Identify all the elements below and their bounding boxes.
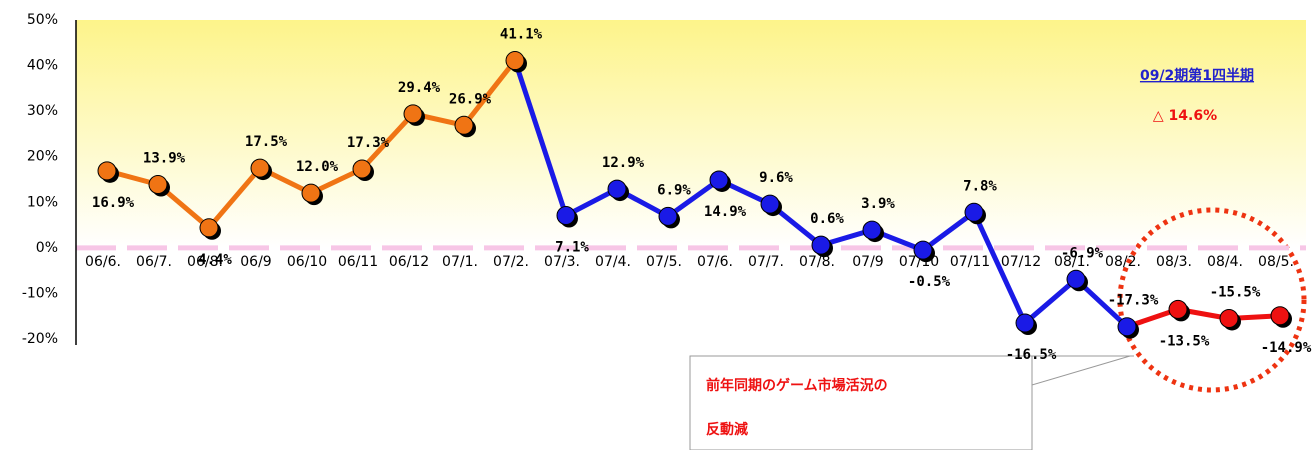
x-tick-label: 07/5. — [646, 254, 682, 270]
x-tick-label: 06/7. — [136, 254, 172, 270]
marker — [658, 206, 678, 226]
value-label: 0.6% — [810, 211, 844, 227]
y-tick-label: 40% — [27, 58, 58, 74]
x-tick-label: 07/7. — [748, 254, 784, 270]
marker — [913, 240, 933, 260]
marker — [964, 202, 984, 222]
y-tick-label: 30% — [27, 103, 58, 119]
x-tick-label: 07/9 — [852, 254, 883, 270]
value-label: 26.9% — [449, 91, 492, 107]
y-tick-label: -20% — [22, 331, 58, 347]
y-tick-label: -10% — [22, 285, 58, 301]
value-label: 3.9% — [861, 196, 895, 212]
value-label: 7.1% — [555, 240, 589, 256]
x-tick-label: 06/9 — [240, 254, 271, 270]
x-tick-label: 08/5. — [1258, 254, 1294, 270]
value-label: 41.1% — [500, 27, 543, 43]
change-label: △ 14.6% — [1153, 108, 1217, 124]
line-segment — [207, 166, 262, 230]
y-tick-label: 0% — [36, 240, 58, 256]
x-tick-label: 07/1. — [442, 254, 478, 270]
marker — [199, 218, 219, 238]
period-label: 09/2期第1四半期 — [1140, 67, 1254, 84]
marker — [97, 161, 117, 181]
x-tick-label: 07/4. — [595, 254, 631, 270]
callout-text: 反動減 — [706, 421, 748, 438]
x-tick-label: 07/8. — [799, 254, 835, 270]
marker — [403, 104, 423, 124]
x-tick-label: 07/12 — [1001, 254, 1041, 270]
marker — [1015, 313, 1035, 333]
value-label: 7.8% — [963, 178, 997, 194]
x-tick-label: 06/11 — [338, 254, 378, 270]
x-tick-label: 06/6. — [85, 254, 121, 270]
marker — [1117, 317, 1137, 337]
value-label: 16.9% — [92, 195, 135, 211]
x-tick-label: 06/10 — [287, 254, 327, 270]
value-label: 12.0% — [296, 159, 339, 175]
y-tick-label: 10% — [27, 194, 58, 210]
x-tick-label: 07/2. — [493, 254, 529, 270]
value-label: 14.9% — [704, 204, 747, 220]
marker — [301, 183, 321, 203]
value-label: -0.5% — [908, 274, 951, 290]
marker — [1270, 306, 1290, 326]
value-label: 29.4% — [398, 80, 441, 96]
marker — [250, 158, 270, 178]
line-segment — [462, 59, 517, 127]
value-label: -13.5% — [1159, 333, 1210, 349]
value-label: 12.9% — [602, 155, 645, 171]
value-label: -17.3% — [1108, 293, 1159, 309]
x-tick-label: 06/12 — [389, 254, 429, 270]
value-label: 17.3% — [347, 135, 390, 151]
line-segment — [360, 112, 415, 171]
marker — [811, 235, 831, 255]
value-label: 6.9% — [657, 182, 691, 198]
marker — [607, 179, 627, 199]
x-tick-label: 07/3. — [544, 254, 580, 270]
marker — [454, 115, 474, 135]
marker — [1168, 299, 1188, 319]
marker — [760, 194, 780, 214]
x-tick-label: 07/11 — [950, 254, 990, 270]
y-tick-label: 20% — [27, 149, 58, 165]
value-label: -14.9% — [1261, 340, 1312, 356]
marker — [1066, 269, 1086, 289]
marker — [1219, 308, 1239, 328]
line-segment — [512, 59, 569, 217]
marker — [352, 159, 372, 179]
line-segment — [1023, 277, 1078, 325]
line-segment — [921, 210, 976, 253]
x-tick-label: 08/4. — [1207, 254, 1243, 270]
marker — [862, 220, 882, 240]
marker — [505, 51, 525, 71]
value-label: -16.5% — [1006, 347, 1057, 363]
callout-box — [689, 355, 1033, 450]
value-label: 9.6% — [759, 170, 793, 186]
line-segment — [971, 211, 1028, 325]
value-label: -15.5% — [1210, 284, 1261, 300]
plot-background — [76, 20, 1306, 248]
callout-text: 前年同期のゲーム市場活況の — [706, 377, 888, 394]
marker — [556, 206, 576, 226]
x-tick-label: 08/3. — [1156, 254, 1192, 270]
x-tick-label: 06/8. — [187, 254, 223, 270]
value-label: -6.9% — [1061, 245, 1104, 261]
value-label: 13.9% — [143, 151, 186, 167]
marker — [709, 170, 729, 190]
x-tick-label: 08/2. — [1105, 254, 1141, 270]
marker — [148, 175, 168, 195]
y-tick-label: 50% — [27, 12, 58, 28]
x-tick-label: 07/6. — [697, 254, 733, 270]
x-tick-label: 08/1. — [1054, 254, 1090, 270]
value-label: 4.4% — [198, 252, 232, 268]
line-segment — [666, 177, 721, 219]
line-segment — [564, 186, 619, 218]
value-label: 17.5% — [245, 134, 288, 150]
highlight-circle — [1117, 207, 1307, 393]
